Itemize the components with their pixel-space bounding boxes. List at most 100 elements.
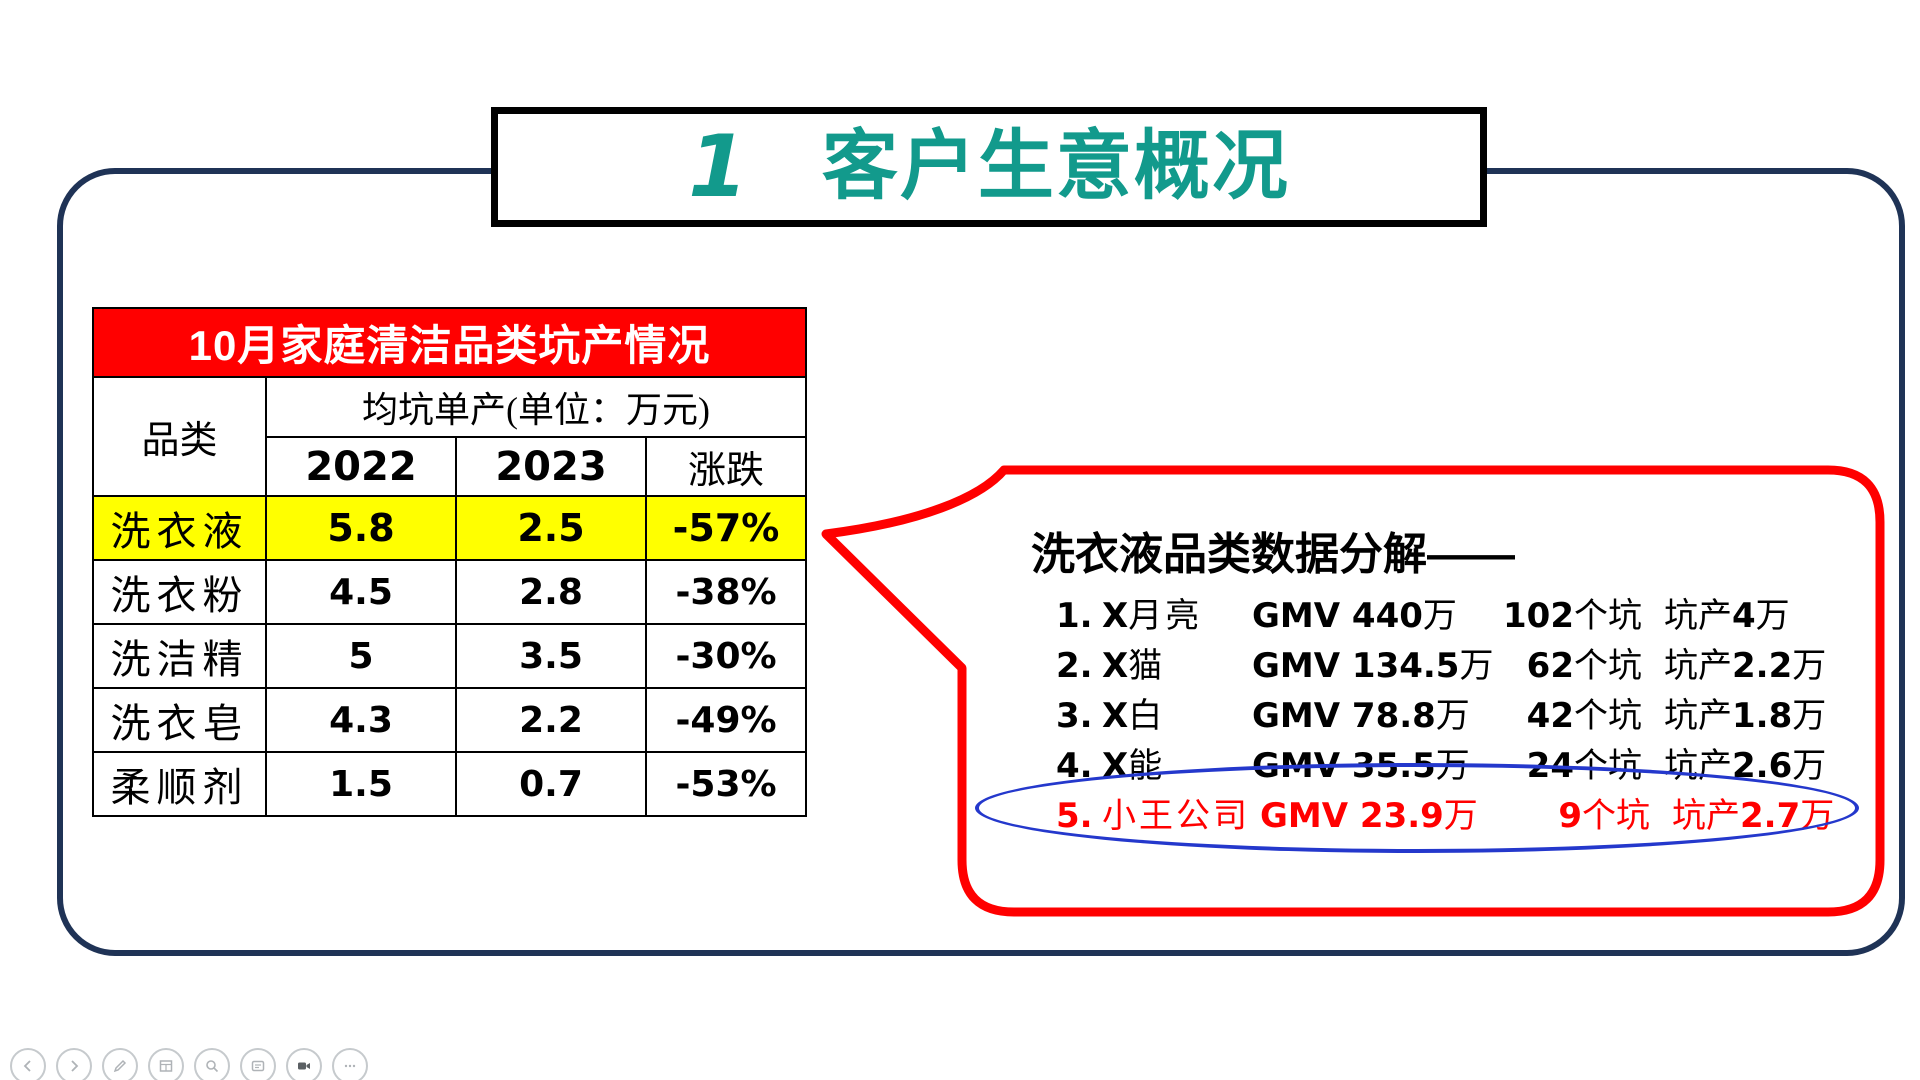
cell-change: -49% xyxy=(644,687,808,753)
pits-unit: 个坑 xyxy=(1574,698,1642,735)
column-header-category: 品类 xyxy=(92,376,267,497)
yield-unit: 万 xyxy=(1792,698,1827,735)
item-name-x: X xyxy=(1102,646,1129,686)
cell-category: 洗衣皂 xyxy=(92,687,267,753)
cell-2022: 5.8 xyxy=(265,495,457,561)
gmv-unit: 万 xyxy=(1459,648,1494,685)
zoom-button[interactable] xyxy=(194,1048,230,1080)
item-gmv: GMV 134.5万 xyxy=(1252,638,1494,687)
gmv-value: 78.8 xyxy=(1351,696,1436,736)
column-header-group: 均坑单产(单位：万元) xyxy=(264,376,808,438)
column-header-2022: 2022 xyxy=(265,436,457,497)
cell-2022: 1.5 xyxy=(265,751,457,817)
slide-title-number: 1 xyxy=(688,117,748,217)
pits-value: 42 xyxy=(1526,696,1574,736)
cell-change: -30% xyxy=(644,623,808,689)
gmv-label: GMV xyxy=(1252,696,1352,736)
item-number: 2. xyxy=(1056,646,1093,686)
gmv-value: 134.5 xyxy=(1351,646,1460,686)
yield-value: 1.8 xyxy=(1732,696,1793,736)
table-row: 柔顺剂 1.5 0.7 -53% xyxy=(92,751,808,817)
slide-title-banner: 1 客户生意概况 xyxy=(491,107,1487,227)
cell-2023: 2.5 xyxy=(455,495,647,561)
cell-2023: 3.5 xyxy=(455,623,647,689)
cell-2022: 4.3 xyxy=(265,687,457,753)
notes-icon xyxy=(250,1058,266,1074)
callout-heading: 洗衣液品类数据分解—— xyxy=(1031,530,1515,579)
cell-change: -38% xyxy=(644,559,808,625)
item-name-x: X xyxy=(1102,696,1129,736)
item-number: 3. xyxy=(1056,696,1093,736)
column-header-2023: 2023 xyxy=(455,436,647,497)
emphasis-ellipse xyxy=(975,763,1859,853)
cell-change: -57% xyxy=(644,495,808,561)
item-yield: 坑产1.8万 xyxy=(1664,688,1826,737)
gmv-value: 440 xyxy=(1351,596,1423,636)
gmv-unit: 万 xyxy=(1435,698,1470,735)
yield-unit: 万 xyxy=(1755,598,1790,635)
gmv-unit: 万 xyxy=(1422,598,1457,635)
yield-unit: 万 xyxy=(1792,748,1827,785)
item-name-cn: 白 xyxy=(1128,698,1166,735)
cell-category: 柔顺剂 xyxy=(92,751,267,817)
more-options-button[interactable] xyxy=(332,1048,368,1080)
whiteboard-icon xyxy=(158,1058,174,1074)
pits-value: 102 xyxy=(1503,596,1574,636)
item-gmv: GMV 440万 xyxy=(1252,588,1492,637)
cell-2022: 5 xyxy=(265,623,457,689)
next-slide-button[interactable] xyxy=(56,1048,92,1080)
chevron-left-icon xyxy=(20,1058,36,1074)
pen-tool-button[interactable] xyxy=(102,1048,138,1080)
cell-change: -53% xyxy=(644,751,808,817)
cell-2023: 2.8 xyxy=(455,559,647,625)
presentation-toolbar xyxy=(10,1048,368,1080)
camera-icon xyxy=(295,1057,313,1075)
item-gmv: GMV 78.8万 xyxy=(1252,688,1492,737)
item-number: 1. xyxy=(1056,596,1093,636)
prev-slide-button[interactable] xyxy=(10,1048,46,1080)
magnifier-icon xyxy=(204,1058,220,1074)
cell-category: 洗洁精 xyxy=(92,623,267,689)
cell-2022: 4.5 xyxy=(265,559,457,625)
column-header-change: 涨跌 xyxy=(644,436,808,497)
pen-icon xyxy=(112,1058,128,1074)
yield-value: 2.2 xyxy=(1732,646,1793,686)
yield-label: 坑产 xyxy=(1664,648,1732,685)
gmv-label: GMV xyxy=(1252,596,1352,636)
cell-2023: 0.7 xyxy=(455,751,647,817)
table-row-highlighted: 洗衣液 5.8 2.5 -57% xyxy=(92,495,808,561)
item-name: X猫 xyxy=(1102,638,1252,687)
camera-button[interactable] xyxy=(286,1048,322,1080)
item-name-x: X xyxy=(1102,596,1129,636)
yield-label: 坑产 xyxy=(1664,698,1732,735)
item-pits: 102个坑 xyxy=(1492,588,1642,637)
notes-button[interactable] xyxy=(240,1048,276,1080)
cell-category: 洗衣粉 xyxy=(92,559,267,625)
pits-unit: 个坑 xyxy=(1574,598,1642,635)
slide-title-text: 客户生意概况 xyxy=(821,124,1290,209)
cell-category: 洗衣液 xyxy=(92,495,267,561)
whiteboard-button[interactable] xyxy=(148,1048,184,1080)
item-yield: 坑产4万 xyxy=(1664,588,1790,637)
item-name-cn: 月亮 xyxy=(1128,598,1203,635)
item-pits: 62个坑 xyxy=(1492,638,1642,687)
cell-2023: 2.2 xyxy=(455,687,647,753)
pits-value: 62 xyxy=(1526,646,1574,686)
item-pits: 42个坑 xyxy=(1492,688,1642,737)
table-row: 洗洁精 5 3.5 -30% xyxy=(92,623,808,689)
table-row: 洗衣皂 4.3 2.2 -49% xyxy=(92,687,808,753)
item-yield: 坑产2.2万 xyxy=(1664,638,1826,687)
item-name-cn: 猫 xyxy=(1128,648,1166,685)
item-name: X白 xyxy=(1102,688,1252,737)
ellipsis-icon xyxy=(342,1058,358,1074)
category-yield-table: 10月家庭清洁品类坑产情况 品类 均坑单产(单位：万元) 2022 2023 涨… xyxy=(91,307,808,817)
table-title: 10月家庭清洁品类坑产情况 xyxy=(91,307,808,378)
callout-item: 3. X白 GMV 78.8万 42个坑 坑产1.8万 xyxy=(1056,688,1856,738)
yield-label: 坑产 xyxy=(1664,598,1732,635)
pits-unit: 个坑 xyxy=(1574,648,1642,685)
gmv-label: GMV xyxy=(1252,646,1352,686)
chevron-right-icon xyxy=(66,1058,82,1074)
callout-item: 1. X月亮 GMV 440万 102个坑 坑产4万 xyxy=(1056,588,1856,638)
yield-value: 4 xyxy=(1732,596,1756,636)
